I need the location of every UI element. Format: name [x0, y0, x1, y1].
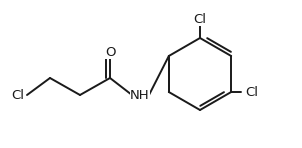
Text: Cl: Cl [11, 89, 24, 102]
Text: Cl: Cl [194, 12, 207, 25]
Text: Cl: Cl [246, 86, 259, 99]
Text: NH: NH [130, 89, 150, 102]
Text: O: O [105, 45, 115, 58]
